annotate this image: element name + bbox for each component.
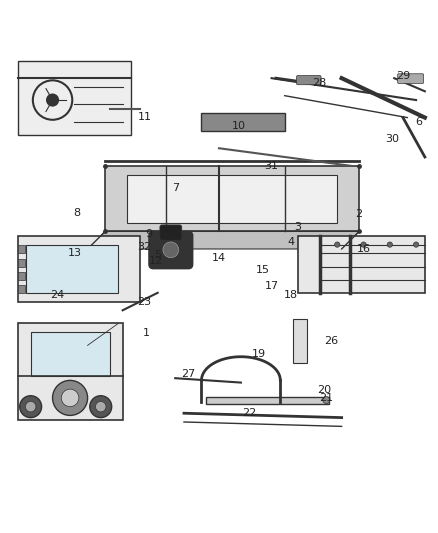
Text: 32: 32 (138, 242, 152, 252)
Circle shape (25, 401, 36, 412)
Polygon shape (298, 236, 425, 293)
Text: 11: 11 (138, 112, 152, 122)
Polygon shape (105, 166, 359, 231)
Circle shape (90, 395, 112, 418)
Text: 13: 13 (67, 248, 81, 259)
Text: 21: 21 (319, 393, 333, 403)
Circle shape (413, 242, 419, 247)
Text: 5: 5 (154, 249, 161, 260)
Text: 4: 4 (288, 237, 295, 247)
Text: 19: 19 (251, 349, 265, 359)
Text: 26: 26 (324, 336, 338, 346)
Text: 8: 8 (73, 208, 80, 218)
Text: 23: 23 (138, 296, 152, 306)
Bar (18, 246, 25, 253)
Circle shape (361, 242, 366, 247)
Text: 27: 27 (181, 369, 195, 379)
FancyBboxPatch shape (160, 225, 182, 240)
Text: 12: 12 (148, 256, 162, 266)
Bar (18, 285, 25, 293)
Polygon shape (18, 324, 123, 420)
Circle shape (46, 93, 59, 107)
Text: 3: 3 (294, 222, 301, 232)
Circle shape (335, 242, 340, 247)
Text: 2: 2 (356, 209, 363, 219)
Circle shape (61, 389, 79, 407)
FancyBboxPatch shape (149, 231, 193, 269)
Text: 17: 17 (265, 281, 279, 291)
Text: 15: 15 (256, 264, 270, 274)
Text: 7: 7 (172, 183, 179, 192)
Polygon shape (127, 174, 337, 223)
Polygon shape (201, 113, 285, 131)
Polygon shape (293, 319, 307, 363)
Circle shape (163, 242, 179, 258)
Text: 29: 29 (396, 71, 410, 81)
Polygon shape (26, 245, 118, 293)
Circle shape (387, 242, 392, 247)
Polygon shape (18, 61, 131, 135)
Bar (18, 272, 25, 280)
FancyBboxPatch shape (398, 74, 424, 84)
Text: 10: 10 (232, 122, 246, 131)
Text: 30: 30 (385, 134, 399, 144)
Text: 6: 6 (415, 117, 422, 127)
Text: 14: 14 (212, 253, 226, 263)
Text: 31: 31 (265, 161, 279, 171)
Text: 9: 9 (145, 229, 152, 239)
Circle shape (20, 395, 42, 418)
Polygon shape (18, 236, 140, 302)
Bar (18, 259, 25, 266)
FancyBboxPatch shape (297, 76, 321, 85)
Text: 24: 24 (50, 290, 64, 300)
Text: 16: 16 (357, 244, 371, 254)
Polygon shape (31, 332, 110, 376)
Polygon shape (88, 231, 359, 249)
Text: 20: 20 (317, 385, 331, 395)
Text: 28: 28 (313, 77, 327, 87)
Text: 22: 22 (243, 408, 257, 418)
Circle shape (53, 381, 88, 415)
Text: 1: 1 (143, 328, 150, 338)
Text: 18: 18 (284, 290, 298, 300)
Circle shape (323, 397, 330, 403)
Bar (206, 397, 328, 405)
Circle shape (95, 401, 106, 412)
